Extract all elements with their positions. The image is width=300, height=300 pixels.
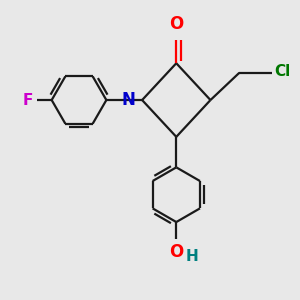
Text: N: N — [122, 91, 136, 109]
Text: F: F — [23, 92, 33, 107]
Text: O: O — [169, 15, 183, 33]
Text: O: O — [169, 243, 183, 261]
Text: H: H — [186, 249, 199, 264]
Text: Cl: Cl — [274, 64, 291, 79]
